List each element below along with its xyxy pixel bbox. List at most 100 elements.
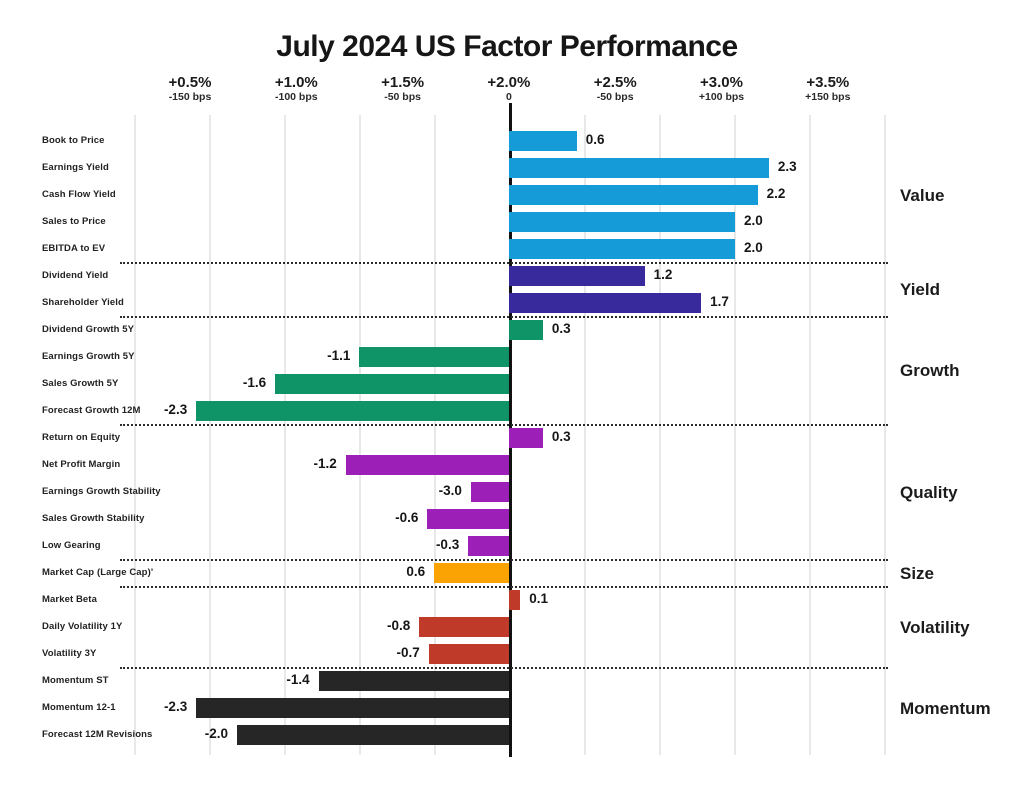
bar (237, 725, 509, 745)
value-label: 0.3 (551, 321, 571, 336)
section-divider (120, 586, 888, 588)
value-label: -2.3 (163, 699, 188, 714)
gridline (659, 115, 661, 755)
axis-tick: +0.5% -150 bps (130, 74, 250, 104)
value-label: -0.3 (435, 537, 460, 552)
bar-row: Book to Price 0.6 (0, 128, 1024, 155)
factor-label: Low Gearing (42, 540, 101, 551)
bar (468, 536, 509, 556)
value-label: -1.2 (313, 456, 337, 471)
bar-row: Volatility 3Y -0.7 (0, 641, 1024, 668)
gridline (734, 115, 736, 755)
value-label: 0.1 (529, 591, 549, 606)
bar (509, 293, 702, 313)
factor-label: Return on Equity (42, 432, 121, 443)
factor-label: EBITDA to EV (42, 243, 106, 254)
factor-label: Market Cap (Large Cap)' (42, 567, 154, 578)
factor-label: Shareholder Yield (42, 297, 124, 308)
bar-row: Forecast Growth 12M -2.3 (0, 398, 1024, 425)
factor-label: Book to Price (42, 135, 105, 146)
axis-tick: +2.5% -50 bps (555, 74, 675, 104)
value-label: -1.6 (242, 375, 267, 390)
gridline (809, 115, 811, 755)
bar-row: EBITDA to EV 2.0 (0, 236, 1024, 263)
gridline (209, 115, 211, 755)
bar (509, 590, 521, 610)
bar-row: Dividend Growth 5Y 0.3 (0, 317, 1024, 344)
value-label: 2.0 (744, 213, 763, 228)
bar-row: Net Profit Margin -1.2 (0, 452, 1024, 479)
factor-label: Earnings Yield (42, 162, 109, 173)
bar (470, 482, 509, 502)
section-divider (120, 424, 888, 426)
factor-label: Dividend Yield (42, 270, 109, 281)
bar (509, 239, 735, 259)
bar (359, 347, 509, 367)
bar (419, 617, 509, 637)
bar-row: Earnings Growth Stability -3.0 (0, 479, 1024, 506)
value-label: -1.1 (327, 348, 351, 363)
factor-label: Earnings Growth 5Y (42, 351, 135, 362)
value-label: 1.2 (653, 267, 673, 282)
group-label: Value (900, 185, 945, 205)
factor-label: Sales Growth 5Y (42, 378, 119, 389)
factor-label: Momentum ST (42, 675, 109, 686)
group-label: Yield (900, 280, 940, 299)
bar (509, 131, 577, 151)
factor-label: Momentum 12-1 (42, 702, 116, 713)
group-label: Growth (900, 361, 960, 380)
gridline (134, 115, 136, 755)
axis-tick: +1.5% -50 bps (343, 74, 463, 104)
group-label: Volatility (900, 617, 970, 637)
bar-row: Cash Flow Yield 2.2 (0, 182, 1024, 209)
value-label: 0.6 (585, 132, 605, 147)
factor-label: Net Profit Margin (42, 459, 121, 470)
bar (196, 401, 509, 421)
gridline (359, 115, 361, 755)
value-label: -2.3 (163, 402, 188, 417)
bar-row: Return on Equity 0.3 (0, 425, 1024, 452)
value-label: 2.3 (777, 159, 797, 174)
bar (509, 428, 543, 448)
group-label: Quality (900, 482, 958, 502)
axis-bps-label: +150 bps (805, 91, 851, 103)
group-label: Size (900, 563, 935, 583)
chart-title: July 2024 US Factor Performance (276, 30, 738, 63)
axis-tick: +3.5% +150 bps (768, 74, 888, 104)
axis-percent-label: +2.5% (593, 74, 637, 91)
bar (509, 320, 543, 340)
axis-bps-label: -50 bps (596, 91, 634, 103)
bar-row: Momentum 12-1 -2.3 (0, 695, 1024, 722)
value-label: 1.7 (710, 294, 729, 309)
factor-label: Earnings Growth Stability (42, 486, 161, 497)
factor-label: Forecast Growth 12M (42, 405, 141, 416)
axis-bps-label: -150 bps (168, 91, 212, 103)
axis-tick: +3.0% +100 bps (662, 74, 782, 104)
bar-row: Market Cap (Large Cap)' 0.6 (0, 560, 1024, 587)
value-label: 0.3 (551, 429, 571, 444)
group-label: Momentum (900, 698, 991, 718)
bar-row: Shareholder Yield 1.7 (0, 290, 1024, 317)
factor-label: Daily Volatility 1Y (42, 621, 123, 632)
axis-percent-label: +3.0% (700, 74, 743, 91)
factor-label: Market Beta (42, 594, 97, 605)
gridline (284, 115, 286, 755)
bar-row: Market Beta 0.1 (0, 587, 1024, 614)
axis-bps-label: +100 bps (698, 91, 745, 103)
bar-row: Earnings Growth 5Y -1.1 (0, 344, 1024, 371)
bar-row: Low Gearing -0.3 (0, 533, 1024, 560)
value-label: 0.6 (406, 564, 426, 579)
axis-percent-label: +2.0% (487, 74, 531, 91)
gridline (434, 115, 436, 755)
bar (275, 374, 509, 394)
bar-row: Sales Growth Stability -0.6 (0, 506, 1024, 533)
bar (345, 455, 509, 475)
bar (509, 266, 645, 286)
axis-bps-label: 0 (505, 91, 512, 103)
bar (509, 158, 769, 178)
axis-tick: +2.0% 0 (449, 74, 569, 104)
axis-percent-label: +1.5% (381, 74, 425, 91)
value-label: -1.4 (286, 672, 310, 687)
axis-percent-label: +1.0% (274, 74, 318, 91)
gridline (884, 115, 886, 755)
